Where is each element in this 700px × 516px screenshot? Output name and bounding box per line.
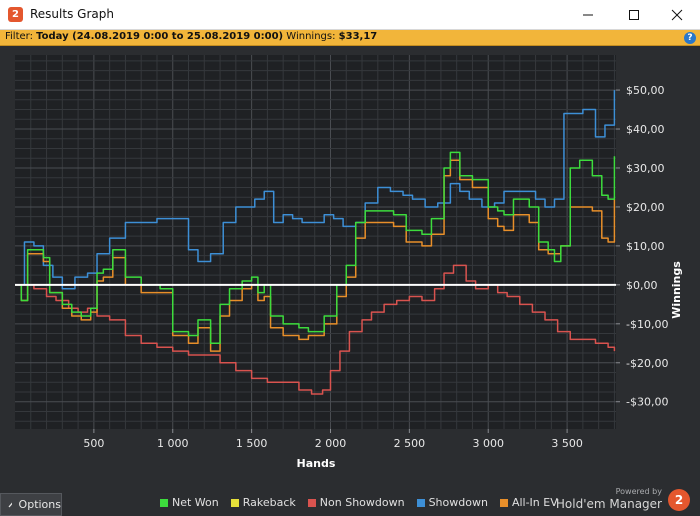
window-title: Results Graph <box>30 7 114 21</box>
x-tick-label: 2 000 <box>315 437 347 450</box>
winnings-label: Winnings: <box>286 31 336 42</box>
chevron-up-icon <box>8 502 12 507</box>
y-tick-label: -$20,00 <box>626 357 668 370</box>
legend-swatch <box>160 498 168 507</box>
powered-by-text: Powered by <box>615 487 662 496</box>
close-button[interactable] <box>654 0 700 30</box>
legend-swatch <box>230 498 239 507</box>
legend-label: Non Showdown <box>319 496 405 509</box>
maximize-icon <box>629 10 639 20</box>
winnings-value: $33,17 <box>338 31 378 42</box>
legend-label: Showdown <box>428 496 488 509</box>
legend-item-rakeback[interactable]: Rakeback <box>230 496 296 509</box>
y-tick-label: -$30,00 <box>626 396 668 409</box>
options-label: Options <box>18 498 61 511</box>
app-logo-icon: 2 <box>8 7 23 22</box>
legend-swatch <box>307 498 316 507</box>
series-lines <box>15 90 616 395</box>
y-tick-label: $40,00 <box>626 123 665 136</box>
chart-legend: Net Won Rakeback Non Showdown Showdown All-I… <box>160 496 558 509</box>
legend-item-net-won[interactable]: Net Won <box>160 496 219 509</box>
series-line-non-showdown <box>15 264 616 395</box>
y-tick-label: $20,00 <box>626 201 665 214</box>
brand-logo-icon: 2 <box>668 489 690 511</box>
x-axis-label: Hands <box>297 457 336 470</box>
legend-item-all-in-ev[interactable]: All-In EV <box>499 496 558 509</box>
x-tick-label: 3 000 <box>472 437 504 450</box>
series-line-all-in-ev <box>15 159 616 352</box>
minimize-button[interactable] <box>565 0 611 30</box>
y-axis-ticks: $50,00 $40,00 $30,00 $20,00 $10,00 $0,00 -$10,… <box>616 84 668 409</box>
legend-swatch <box>416 498 425 507</box>
brand-name: Hold'em Manager <box>555 497 662 511</box>
x-tick-label: 500 <box>83 437 104 450</box>
legend-label: Net Won <box>172 496 219 509</box>
title-bar: 2 Results Graph <box>0 0 700 30</box>
y-tick-label: $50,00 <box>626 84 665 97</box>
y-tick-label: $30,00 <box>626 162 665 175</box>
legend-swatch <box>499 498 508 507</box>
maximize-button[interactable] <box>611 0 657 30</box>
filter-label: Filter: <box>5 31 33 42</box>
x-axis-ticks: 500 1 000 1 500 2 000 2 500 3 000 3 500 <box>83 429 583 450</box>
results-chart: $50,00 $40,00 $30,00 $20,00 $10,00 $0,00 -$10,… <box>15 55 683 470</box>
filter-bar[interactable]: Filter: Today (24.08.2019 0:00 to 25.08.… <box>0 30 700 46</box>
legend-item-showdown[interactable]: Showdown <box>416 496 488 509</box>
minimize-icon <box>583 14 593 16</box>
legend-label: Rakeback <box>242 496 296 509</box>
x-tick-label: 1 000 <box>157 437 189 450</box>
series-line-showdown <box>15 90 616 290</box>
close-icon <box>671 9 683 21</box>
options-button[interactable]: Options <box>0 493 62 516</box>
plot-area <box>15 55 616 429</box>
y-tick-label: -$10,00 <box>626 318 668 331</box>
x-tick-label: 2 500 <box>394 437 426 450</box>
y-tick-label: $10,00 <box>626 240 665 253</box>
y-tick-label: $0,00 <box>626 279 658 292</box>
filter-text: Filter: Today (24.08.2019 0:00 to 25.08.… <box>5 31 377 42</box>
filter-range: Today (24.08.2019 0:00 to 25.08.2019 0:0… <box>36 31 284 42</box>
y-axis-label: Winnings <box>670 261 683 319</box>
series-line-net-won <box>15 151 616 345</box>
legend-label: All-In EV <box>511 496 558 509</box>
legend-item-non-showdown[interactable]: Non Showdown <box>307 496 405 509</box>
help-icon[interactable]: ? <box>684 32 696 44</box>
x-tick-label: 3 500 <box>551 437 583 450</box>
grid <box>15 55 616 429</box>
x-tick-label: 1 500 <box>236 437 268 450</box>
